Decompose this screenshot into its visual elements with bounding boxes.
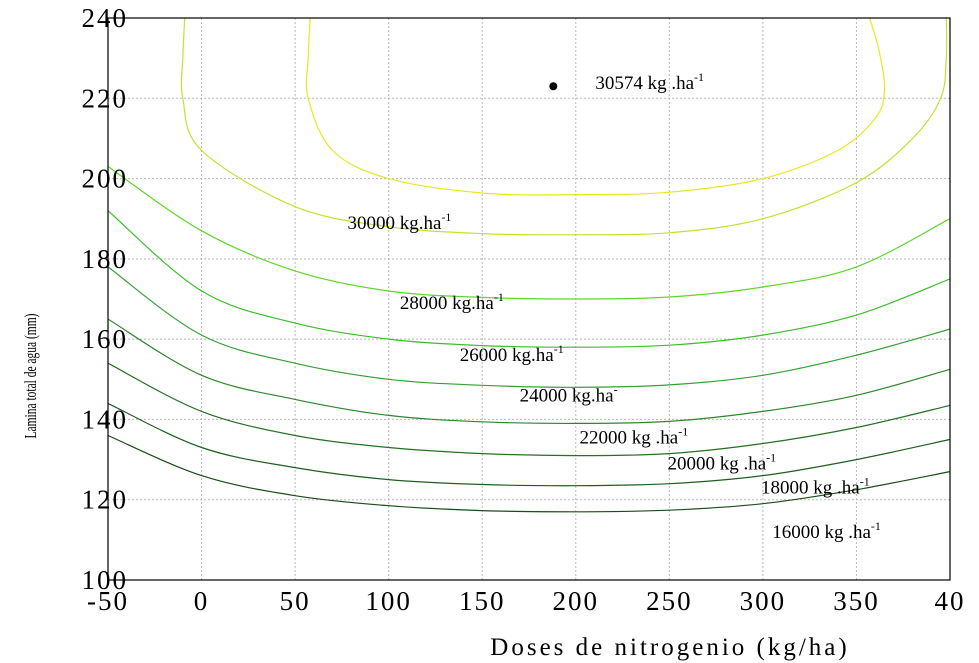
- contour-labels: 30000 kg.ha-1 28000 kg.ha-1 26000 kg.ha-1 2…: [348, 210, 881, 543]
- y-tick-label: 220: [82, 83, 129, 113]
- contour-label-30000: 30000 kg.ha-1: [348, 210, 452, 234]
- y-tick-label: 160: [82, 324, 129, 354]
- contour-line-22000: [108, 318, 950, 425]
- y-tick-label: 180: [82, 244, 129, 274]
- x-tick-label: 200: [553, 586, 600, 616]
- contour-line-16000: [108, 434, 950, 513]
- x-tick-label: 250: [646, 586, 693, 616]
- x-tick-label: 100: [365, 586, 412, 616]
- x-tick-label: 350: [833, 586, 880, 616]
- contour-label-16000: 16000 kg .ha-1: [772, 519, 881, 543]
- y-axis-ticks: 100 120 140 160 180 200 220 240: [82, 3, 129, 595]
- y-tick-label: 200: [82, 164, 129, 194]
- plot-frame: [107, 17, 951, 581]
- contour-line-24000: [108, 266, 950, 388]
- y-tick-label: 240: [82, 3, 129, 33]
- x-tick-label: 40: [935, 586, 966, 616]
- x-tick-label: 50: [280, 586, 311, 616]
- contour-label-22000: 22000 kg .ha-1: [580, 425, 689, 449]
- contour-label-26000: 26000 kg.ha-1: [460, 342, 564, 366]
- contour-line-18000: [108, 402, 950, 487]
- contour-line-28000: [108, 166, 950, 300]
- contour-label-28000: 28000 kg.ha-1: [400, 290, 504, 314]
- x-tick-label: 0: [194, 586, 210, 616]
- contour-label-20000: 20000 kg .ha-1: [667, 451, 776, 475]
- contour-label-24000: 24000 kg.ha-: [520, 382, 618, 406]
- contour-line-30500: [305, 18, 886, 196]
- x-tick-label: 150: [459, 586, 506, 616]
- contour-lines: [108, 18, 950, 513]
- y-axis-label: Lamina total de agua (mm): [21, 314, 40, 439]
- contour-line-26000: [108, 210, 950, 348]
- x-axis-label: Doses de nitrogenio (kg/ha): [490, 634, 849, 661]
- y-tick-label: 120: [82, 485, 129, 515]
- optimum-marker: [549, 82, 558, 91]
- x-tick-label: -50: [87, 586, 129, 616]
- y-tick-label: 140: [82, 404, 129, 434]
- y-tick-label: 100: [82, 565, 129, 595]
- optimum-label: 30574 kg .ha-1: [595, 70, 704, 94]
- x-axis-ticks: -50 0 50 100 150 200 250 300 350 40: [87, 586, 966, 616]
- contour-label-18000: 18000 kg .ha-1: [761, 475, 870, 499]
- contour-line-20000: [108, 362, 950, 457]
- x-tick-label: 300: [740, 586, 787, 616]
- optimum-point: 30574 kg .ha-1: [549, 70, 704, 94]
- contour-line-30000: [180, 18, 948, 236]
